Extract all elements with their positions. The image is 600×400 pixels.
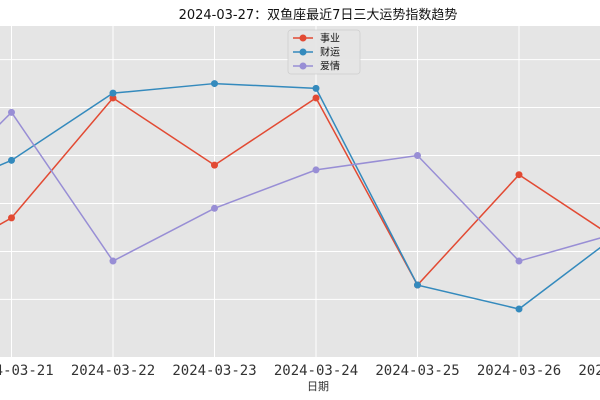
- data-point: [211, 80, 218, 88]
- data-point: [414, 281, 421, 289]
- data-point: [414, 152, 421, 160]
- data-point: [211, 204, 218, 212]
- series-爱情: [0, 108, 600, 265]
- data-point: [109, 89, 117, 97]
- legend-label: 财运: [320, 46, 340, 59]
- legend-marker: [299, 34, 307, 42]
- chart-title: 2024-03-27：双鱼座最近7日三大运势指数趋势: [179, 7, 458, 23]
- series-财运: [0, 80, 600, 313]
- data-point: [515, 171, 523, 179]
- data-point: [8, 108, 15, 116]
- x-tick-label: 2024-03-25: [375, 363, 459, 379]
- data-point: [8, 156, 15, 164]
- data-point: [109, 94, 117, 102]
- x-tick-labels: 2024-03-202024-03-212024-03-222024-03-23…: [0, 363, 600, 379]
- data-point: [211, 161, 218, 169]
- series-line: [0, 111, 600, 263]
- x-tick-label: 2024-03-23: [172, 363, 256, 379]
- series-layer: [0, 80, 600, 313]
- legend-marker: [299, 48, 307, 56]
- legend-box: [287, 29, 361, 75]
- series-line: [0, 96, 600, 287]
- x-axis-label: 日期: [307, 380, 329, 393]
- data-point: [515, 305, 523, 313]
- plot-background: [0, 26, 600, 357]
- x-tick-label: 2024-03-21: [0, 363, 54, 379]
- data-point: [109, 257, 117, 265]
- legend-item: 爱情: [293, 60, 340, 73]
- legend-item: 财运: [293, 46, 340, 59]
- legend-label: 爱情: [320, 60, 340, 73]
- legend-marker: [299, 62, 307, 70]
- legend-label: 事业: [320, 32, 340, 45]
- x-tick-label: 2024-03-22: [71, 363, 155, 379]
- data-point: [312, 84, 320, 92]
- data-point: [515, 257, 523, 265]
- data-point: [8, 214, 15, 222]
- legend-item: 事业: [293, 32, 340, 45]
- x-tick-label: 2024-03-26: [477, 363, 561, 379]
- x-tick-label: 2024-03-24: [274, 363, 358, 379]
- series-line: [0, 82, 600, 310]
- data-point: [312, 166, 320, 174]
- x-tick-label: 2024-03-27: [578, 363, 600, 379]
- data-point: [312, 94, 320, 102]
